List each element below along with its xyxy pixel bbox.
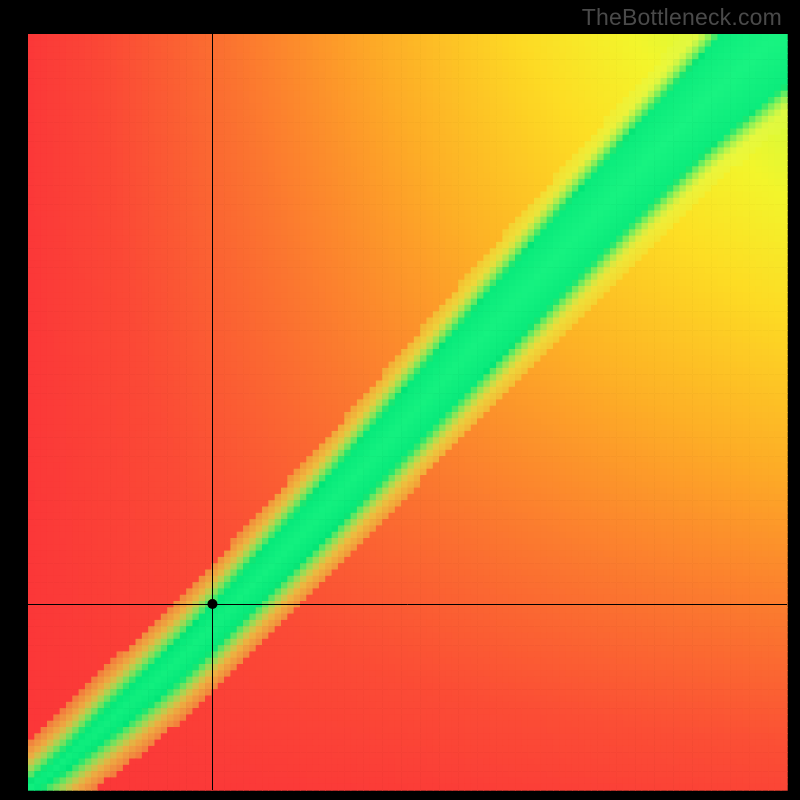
bottleneck-heatmap [0,0,800,800]
watermark-text: TheBottleneck.com [582,4,782,31]
